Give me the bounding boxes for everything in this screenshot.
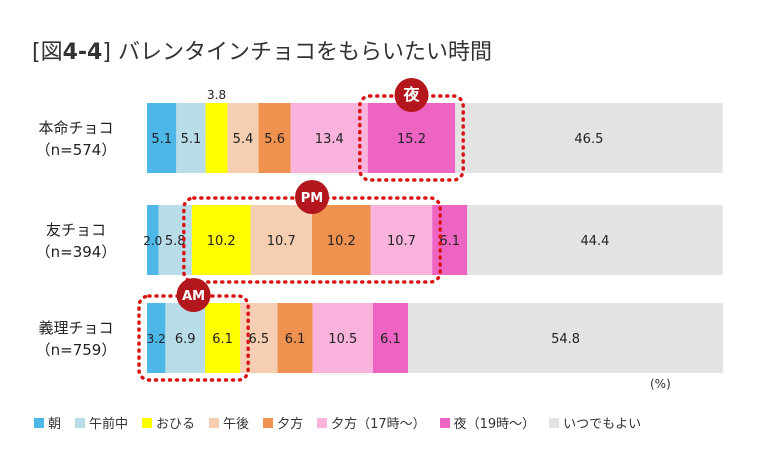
bar-segment [312, 205, 371, 275]
callout-badge [176, 278, 211, 312]
data-label: 6.5 [248, 332, 269, 347]
legend-swatch [263, 417, 274, 428]
data-label: 6.1 [285, 332, 306, 347]
bar-segment [227, 103, 259, 173]
legend-label: いつでもよい [563, 417, 642, 432]
callout-badge [295, 180, 330, 214]
bar-segment [147, 205, 159, 275]
chart-title: [図4-4] バレンタインチョコをもらいたい時間 [32, 34, 492, 66]
data-label: 2.0 [143, 234, 162, 248]
bar-segment [312, 303, 373, 373]
data-label: 10.7 [387, 234, 416, 249]
data-label: 6.1 [212, 332, 233, 347]
legend-label: 夕方 [277, 417, 304, 432]
data-label: 13.4 [315, 132, 344, 147]
data-label: 6.9 [175, 332, 196, 347]
data-label: 15.2 [397, 132, 426, 147]
legend-item: 午後 [209, 413, 249, 432]
legend-swatch [317, 417, 328, 428]
bar-segment [367, 103, 456, 173]
bar-segment [258, 103, 291, 173]
legend: 朝 午前中 おひる 午後 夕方 夕方（17時〜） 夜（19時〜） いつでもよい [34, 413, 655, 432]
data-label: 5.1 [151, 132, 172, 147]
title-bracket-open: [ [32, 40, 41, 65]
legend-swatch [75, 417, 86, 428]
callout-badge-label: PM [301, 191, 323, 206]
bar-segment [432, 205, 468, 275]
data-label: 6.1 [380, 332, 401, 347]
legend-swatch [549, 417, 560, 428]
data-label: 5.8 [165, 234, 186, 249]
bar-segment [205, 103, 228, 173]
bar-segment [191, 205, 251, 275]
legend-swatch [142, 417, 153, 428]
callout-badge-label: AM [182, 289, 205, 304]
data-label: 5.6 [264, 132, 285, 147]
bar-segment [455, 103, 723, 173]
legend-item: おひる [142, 413, 195, 432]
data-label: 44.4 [580, 234, 609, 249]
legend-label: おひる [156, 417, 196, 432]
data-label: 6.1 [439, 234, 460, 249]
legend-label: 夜（19時〜） [453, 417, 536, 432]
bar-segment [147, 303, 166, 373]
data-label: 46.5 [574, 132, 603, 147]
bar-segment [370, 205, 433, 275]
callout-badge-label: 夜 [402, 85, 420, 104]
unit-label: (%) [650, 377, 671, 391]
bar-segment [467, 205, 723, 275]
title-fig-prefix: 図 [40, 40, 63, 65]
legend-swatch [439, 417, 450, 428]
bar-segment [240, 303, 278, 373]
data-label: 5.4 [233, 132, 254, 147]
bar-segment [372, 303, 409, 373]
bar-segment [165, 303, 206, 373]
category-label: 友チョコ [46, 221, 106, 239]
title-text: バレンタインチョコをもらいたい時間 [117, 40, 492, 65]
title-bracket-close: ] [102, 40, 111, 65]
category-sample-size: （n=394） [36, 243, 117, 261]
legend-item: 夕方 [263, 413, 303, 432]
data-label: 3.2 [147, 332, 166, 346]
bar-segment [205, 303, 241, 373]
bar-segment [250, 205, 313, 275]
data-label: 10.7 [267, 234, 296, 249]
data-label: 10.2 [327, 234, 356, 249]
data-label: 10.2 [207, 234, 236, 249]
legend-item: 午前中 [75, 413, 128, 432]
data-label: 3.8 [207, 88, 226, 102]
bar-segment [408, 303, 724, 373]
callout-badge [394, 78, 429, 112]
data-label: 54.8 [551, 332, 580, 347]
bar-segment [147, 103, 177, 173]
legend-item: いつでもよい [549, 413, 641, 432]
legend-label: 朝 [48, 417, 62, 432]
category-sample-size: （n=759） [36, 341, 117, 359]
category-sample-size: （n=574） [36, 141, 117, 159]
bar-segment [158, 205, 192, 275]
data-label: 10.5 [328, 332, 357, 347]
title-fig-number: 4-4 [62, 40, 103, 65]
bar-segment [176, 103, 206, 173]
legend-swatch [209, 417, 220, 428]
legend-swatch [34, 417, 44, 428]
category-label: 本命チョコ [38, 119, 113, 137]
legend-item: 夜（19時〜） [439, 413, 536, 432]
legend-label: 夕方（17時〜） [331, 417, 426, 432]
bar-segment [290, 103, 368, 173]
legend-item: 朝 [34, 413, 61, 432]
legend-label: 午前中 [89, 417, 129, 432]
data-label: 5.1 [181, 132, 202, 147]
legend-item: 夕方（17時〜） [317, 413, 426, 432]
bar-segment [277, 303, 313, 373]
category-label: 義理チョコ [38, 319, 113, 337]
legend-label: 午後 [223, 417, 250, 432]
